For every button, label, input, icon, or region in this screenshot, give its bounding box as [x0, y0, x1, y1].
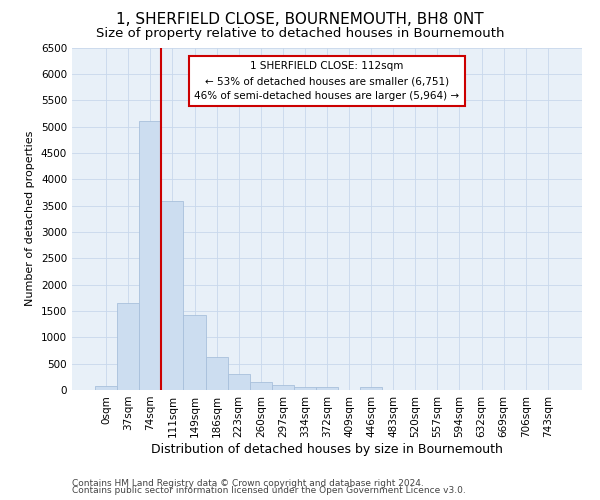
Bar	[206, 358, 227, 390]
Text: 1, SHERFIELD CLOSE, BOURNEMOUTH, BH8 0NT: 1, SHERFIELD CLOSE, BOURNEMOUTH, BH8 0NT	[116, 12, 484, 28]
Bar	[161, 202, 184, 390]
Y-axis label: Number of detached properties: Number of detached properties	[25, 131, 35, 306]
Bar	[117, 303, 139, 390]
Text: 1 SHERFIELD CLOSE: 112sqm
← 53% of detached houses are smaller (6,751)
46% of se: 1 SHERFIELD CLOSE: 112sqm ← 53% of detac…	[194, 61, 460, 101]
Bar	[184, 314, 206, 390]
Text: Contains public sector information licensed under the Open Government Licence v3: Contains public sector information licen…	[72, 486, 466, 495]
Bar	[95, 386, 117, 390]
Bar	[227, 374, 250, 390]
Bar	[294, 388, 316, 390]
Bar	[250, 382, 272, 390]
Bar	[316, 388, 338, 390]
Bar	[139, 122, 161, 390]
Text: Contains HM Land Registry data © Crown copyright and database right 2024.: Contains HM Land Registry data © Crown c…	[72, 478, 424, 488]
Bar	[272, 384, 294, 390]
Bar	[360, 388, 382, 390]
Text: Size of property relative to detached houses in Bournemouth: Size of property relative to detached ho…	[96, 28, 504, 40]
X-axis label: Distribution of detached houses by size in Bournemouth: Distribution of detached houses by size …	[151, 442, 503, 456]
